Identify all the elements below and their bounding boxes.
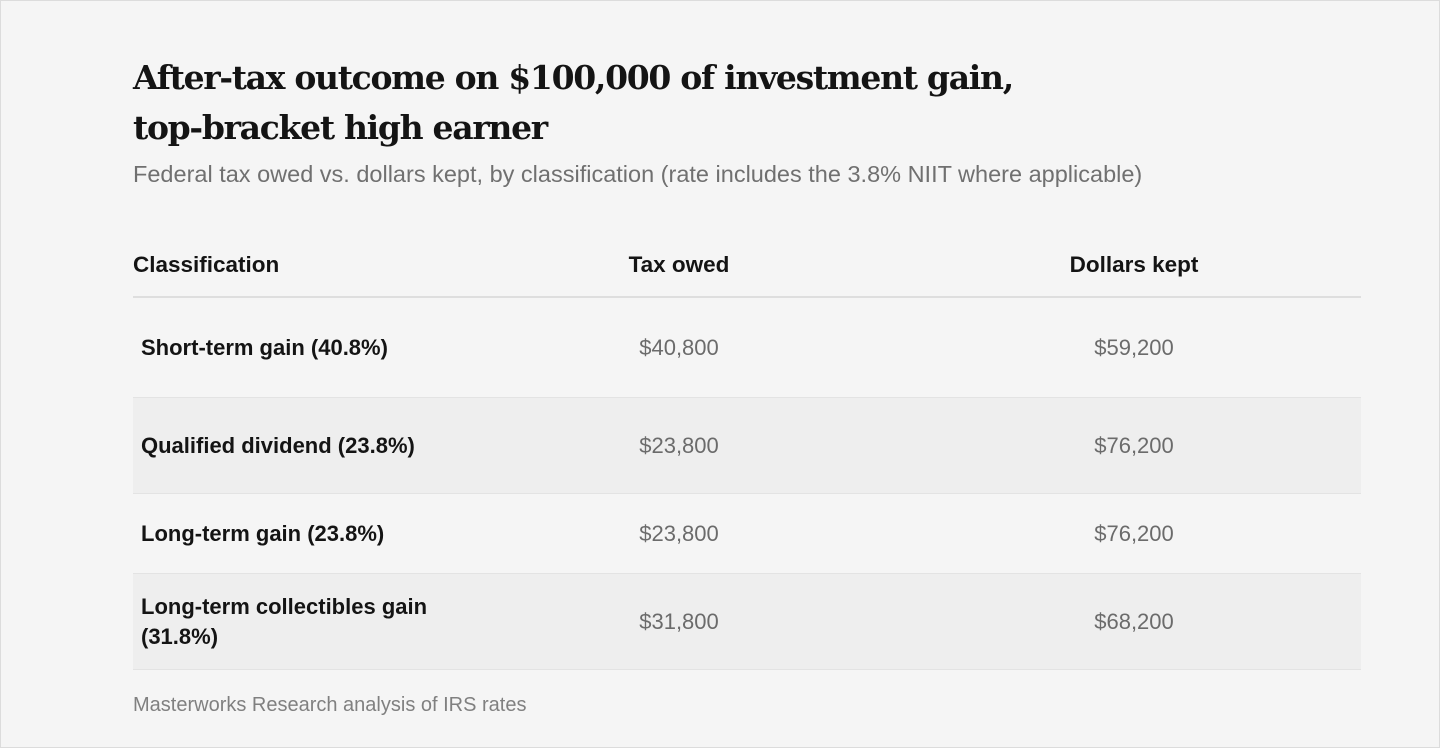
row-classification: Long-term gain (23.8%) (141, 520, 385, 546)
table-row: Short-term gain (40.8%) $40,800 $59,200 (133, 298, 1361, 398)
column-header-classification: Classification (133, 252, 280, 277)
row-dollars-kept: $68,200 (1094, 608, 1174, 634)
row-dollars-kept: $76,200 (1094, 520, 1174, 546)
chart-title-line-2: top-bracket high earner (133, 108, 548, 147)
row-classification: Qualified dividend (23.8%) (141, 432, 415, 458)
row-dollars-kept: $76,200 (1094, 432, 1174, 458)
table-row: Long-term gain (23.8%) $23,800 $76,200 (133, 494, 1361, 574)
chart-title-line-1: After-tax outcome on $100,000 of investm… (133, 58, 1014, 97)
table-header: Classification Tax owed Dollars kept (133, 233, 1361, 298)
row-classification: Long-term collectibles gain (31.8%) (141, 593, 428, 649)
column-header-dollars-kept: Dollars kept (1069, 252, 1199, 277)
row-dollars-kept: $59,200 (1094, 334, 1174, 360)
column-header-tax-owed: Tax owed (628, 252, 730, 277)
chart-title: After-tax outcome on $100,000 of investm… (133, 53, 1133, 153)
chart-subtitle: Federal tax owed vs. dollars kept, by cl… (133, 161, 1143, 187)
row-tax-owed: $40,800 (639, 334, 719, 360)
table-row: Qualified dividend (23.8%) $23,800 $76,2… (133, 398, 1361, 494)
row-tax-owed: $23,800 (639, 520, 719, 546)
row-tax-owed: $31,800 (639, 608, 719, 634)
table-row: Long-term collectibles gain (31.8%) $31,… (133, 574, 1361, 670)
source-note: Masterworks Research analysis of IRS rat… (133, 694, 527, 716)
row-classification: Short-term gain (40.8%) (141, 334, 388, 360)
row-tax-owed: $23,800 (639, 432, 719, 458)
data-table: Classification Tax owed Dollars kept Sho… (133, 233, 1361, 670)
